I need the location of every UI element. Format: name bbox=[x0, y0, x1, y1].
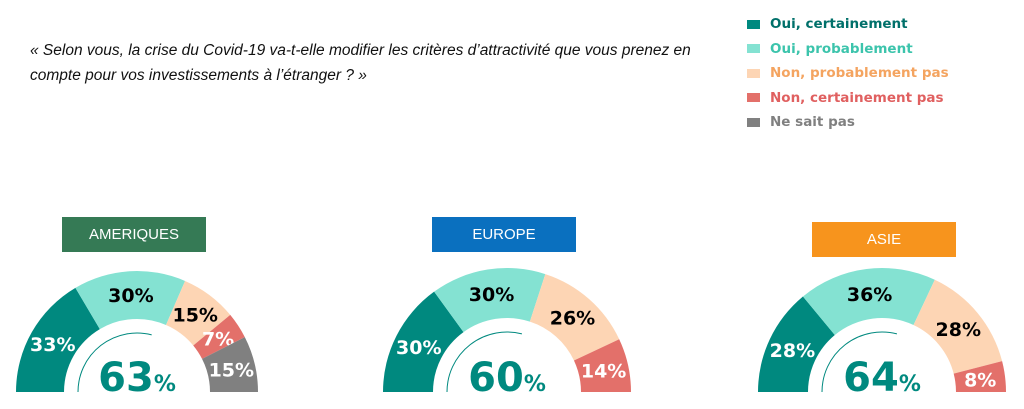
legend-item: Oui, probablement bbox=[747, 37, 949, 62]
segment-label: 28% bbox=[770, 340, 815, 362]
inner-arc bbox=[821, 331, 898, 393]
segment-label: 8% bbox=[964, 370, 996, 392]
legend: Oui, certainement Oui, probablement Non,… bbox=[747, 12, 949, 135]
legend-label: Oui, certainement bbox=[770, 16, 908, 33]
segment-label: 26% bbox=[550, 308, 595, 330]
legend-item: Oui, certainement bbox=[747, 12, 949, 37]
donut-segment bbox=[383, 291, 464, 392]
legend-item: Ne sait pas bbox=[747, 110, 949, 135]
segment-label: 30% bbox=[108, 285, 153, 307]
donut-segment bbox=[953, 361, 1006, 392]
legend-swatch bbox=[747, 68, 760, 78]
donut-segment bbox=[16, 287, 100, 392]
segment-label: 33% bbox=[30, 334, 75, 356]
donut-segment bbox=[75, 271, 186, 330]
legend-label: Non, certainement pas bbox=[770, 89, 944, 106]
segment-label: 7% bbox=[202, 329, 234, 351]
legend-item: Non, probablement pas bbox=[747, 61, 949, 86]
chart-title-ameriques: AMERIQUES bbox=[62, 217, 206, 252]
segment-label: 36% bbox=[847, 284, 892, 306]
legend-swatch bbox=[747, 93, 760, 103]
segment-label: 30% bbox=[469, 284, 514, 306]
segment-label: 14% bbox=[581, 360, 626, 382]
total-value: 63% bbox=[98, 355, 176, 401]
donut-segment bbox=[573, 339, 631, 392]
question-text: « Selon vous, la crise du Covid-19 va-t-… bbox=[30, 42, 691, 84]
donut-segment bbox=[165, 280, 231, 346]
total-value: 60% bbox=[468, 355, 546, 401]
inner-arc bbox=[77, 332, 152, 393]
legend-label: Non, probablement pas bbox=[770, 65, 949, 82]
legend-label: Oui, probablement bbox=[770, 40, 913, 57]
donut-segment bbox=[193, 314, 245, 359]
donut-segment bbox=[529, 274, 620, 361]
donut-segment bbox=[758, 296, 835, 392]
donut-segment bbox=[913, 279, 1003, 374]
segment-label: 15% bbox=[172, 304, 217, 326]
legend-item: Non, certainement pas bbox=[747, 86, 949, 111]
donut-segment bbox=[202, 337, 258, 392]
segment-label: 28% bbox=[936, 319, 981, 341]
chart-title-europe: EUROPE bbox=[432, 217, 576, 252]
segment-label: 15% bbox=[209, 359, 254, 381]
donut-segment bbox=[434, 268, 546, 333]
legend-swatch bbox=[747, 117, 760, 127]
donut-segment bbox=[802, 268, 935, 335]
legend-label: Ne sait pas bbox=[770, 114, 855, 131]
total-value: 64% bbox=[843, 355, 921, 401]
legend-swatch bbox=[747, 44, 760, 54]
chart-title-asie: ASIE bbox=[812, 222, 956, 257]
segment-label: 30% bbox=[396, 337, 441, 359]
inner-arc bbox=[446, 331, 523, 393]
legend-swatch bbox=[747, 19, 760, 29]
